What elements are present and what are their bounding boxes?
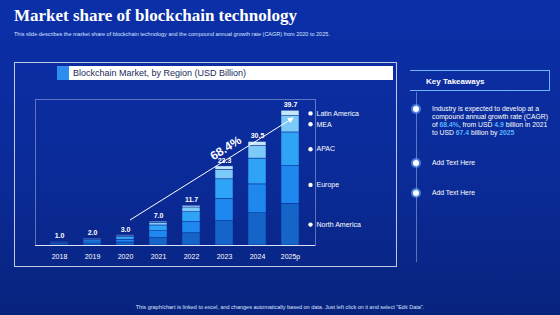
svg-text:2018: 2018 [52,253,68,260]
svg-text:2020: 2020 [118,253,134,260]
svg-text:Latin America: Latin America [317,110,360,117]
svg-text:1.0: 1.0 [55,232,65,239]
svg-text:30.5: 30.5 [251,132,265,139]
svg-text:2019: 2019 [85,253,101,260]
svg-text:MEA: MEA [317,121,333,128]
svg-text:2024: 2024 [250,253,266,260]
svg-text:39.7: 39.7 [284,101,298,108]
svg-text:2022: 2022 [184,253,200,260]
svg-text:APAC: APAC [317,145,336,152]
svg-text:3.0: 3.0 [121,226,131,233]
svg-text:North America: North America [317,221,361,228]
svg-text:2021: 2021 [151,253,167,260]
svg-text:2.0: 2.0 [88,229,98,236]
svg-text:11.7: 11.7 [185,196,198,203]
svg-text:2025p: 2025p [281,253,301,261]
svg-text:7.0: 7.0 [154,212,164,219]
svg-text:Europe: Europe [317,181,340,189]
svg-text:2023: 2023 [217,253,233,260]
